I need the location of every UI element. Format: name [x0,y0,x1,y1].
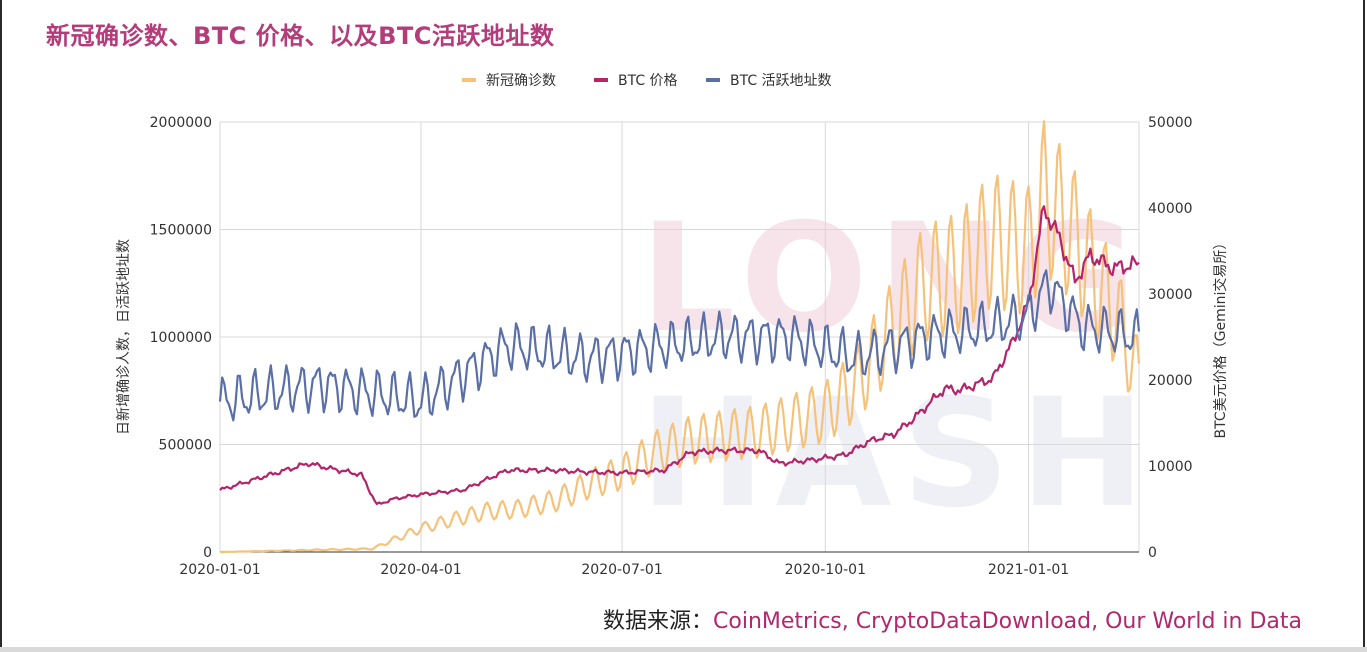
x-tick-label: 2021-01-01 [988,562,1069,578]
chart-title: 新冠确诊数、BTC 价格、以及BTC活跃地址数 [46,22,555,50]
left-tick-label: 1500000 [150,223,212,239]
legend-label: BTC 价格 [618,73,678,89]
left-axis-title: 日新增确诊人数，日活跃地址数 [116,239,132,435]
series-line-0 [219,120,1141,554]
x-tick-label: 2020-07-01 [581,562,662,578]
x-tick-label: 2020-01-01 [179,562,260,578]
legend-label: BTC 活跃地址数 [730,73,832,89]
left-tick-label: 2000000 [150,115,212,131]
watermark-line-2: HASH [640,367,1155,541]
left-tick-label: 1000000 [150,330,212,346]
right-tick-label: 10000 [1148,459,1193,475]
left-tick-label: 0 [203,545,212,561]
left-tick-label: 500000 [159,438,212,454]
right-tick-label: 20000 [1148,373,1193,389]
x-tick-label: 2020-04-01 [380,562,461,578]
legend-label: 新冠确诊数 [486,73,556,89]
bottom-strip [0,647,1367,652]
right-tick-label: 0 [1148,545,1157,561]
right-tick-label: 50000 [1148,115,1193,131]
right-tick-label: 30000 [1148,287,1193,303]
series-line-1 [219,205,1140,505]
series-line-2 [218,269,1141,422]
source-caption: 数据来源：CoinMetrics, CryptoDataDownload, Ou… [603,603,1302,635]
x-tick-label: 2020-10-01 [785,562,866,578]
right-axis-title: BTC美元价格（Gemini交易所） [1212,236,1229,439]
source-value: CoinMetrics, CryptoDataDownload, Our Wor… [713,609,1302,634]
source-label: 数据来源： [603,609,714,634]
right-tick-label: 40000 [1148,201,1193,217]
